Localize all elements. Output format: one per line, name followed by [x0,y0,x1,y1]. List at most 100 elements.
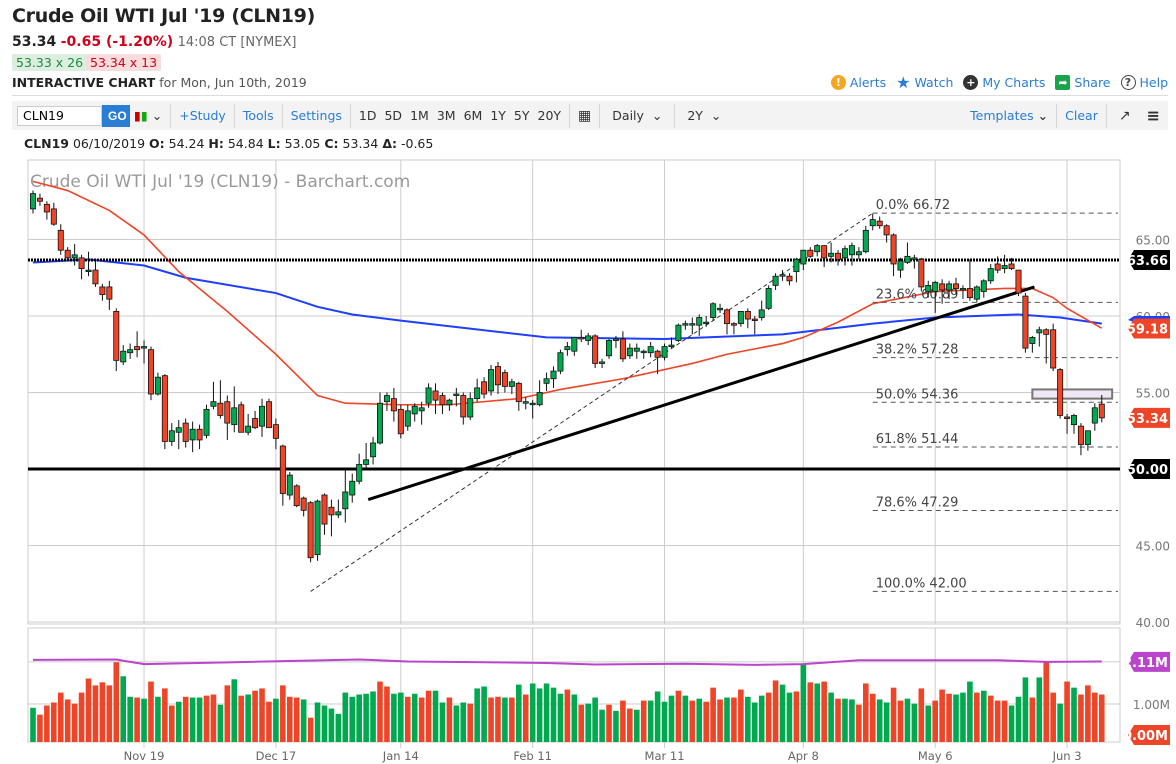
x-tick-label: Dec 17 [256,749,297,763]
separator [1056,103,1058,128]
volume-bar [1057,703,1063,742]
menu-icon[interactable]: ≡ [1146,106,1160,125]
alerts-label: Alerts [849,75,887,90]
volume-bar [876,699,883,742]
quote-time: 14:08 CT [NYMEX] [177,35,297,50]
candle [939,283,946,291]
help-link[interactable]: ? Help [1120,75,1168,90]
candle [841,248,848,259]
interval-dropdown[interactable]: Daily ⌄ [604,108,670,123]
candle [286,474,293,496]
volume-bar [141,698,147,742]
candle [279,445,286,494]
candle [265,401,272,429]
candle [1008,263,1015,269]
volume-tag-bg [1128,725,1170,745]
chart-toolbar: GO ▮▮ ⌄ +Study Tools Settings 1D 5D 1M 3… [12,101,1168,130]
period-3m[interactable]: 3M [436,108,456,123]
volume-bar [946,693,952,742]
high-label: H: [208,136,224,151]
volume-bar [786,692,793,742]
volume-bar [370,691,376,742]
candle [113,311,120,361]
fib-level-label: 0.0% 66.72 [876,198,950,213]
candle [36,197,43,202]
candle [1015,269,1022,294]
candle [425,387,432,404]
candle [182,422,189,442]
volume-bar [918,688,925,742]
x-tick-label: Mar 11 [645,749,685,763]
candle [689,323,696,326]
share-link[interactable]: ➦ Share [1055,75,1111,90]
period-5d[interactable]: 5D [384,108,403,123]
moving-average-fast [32,180,1103,406]
candle [57,229,64,251]
volume-bar [758,695,765,742]
alerts-link[interactable]: ! Alerts [830,75,887,90]
volume-bar [613,710,619,742]
chevron-down-icon: ⌄ [651,108,663,123]
volume-bar [321,705,328,742]
candle [911,257,918,260]
moving-average-slow [32,258,1102,340]
candle [668,344,675,347]
candle [536,392,543,406]
candle [994,263,1001,271]
templates-dropdown[interactable]: Templates ⌄ [966,108,1052,123]
volume-bar [175,701,182,742]
go-button[interactable]: GO [102,104,130,127]
chart-type-dropdown[interactable]: ▮▮ ⌄ [130,108,166,123]
interval-value: Daily [612,108,644,123]
candle [494,366,501,386]
add-study-button[interactable]: +Study [179,108,226,123]
volume-bar [987,695,994,742]
my-charts-link[interactable]: + My Charts [963,75,1045,90]
period-1m[interactable]: 1M [410,108,429,123]
candle [439,395,446,406]
volume-bar [425,690,432,742]
volume-bar [245,694,251,742]
candle [1071,415,1078,426]
volume-bar [509,697,515,742]
volume-bar [169,705,175,742]
candle [154,376,161,395]
candle [550,370,557,380]
volume-bar [1036,677,1043,742]
candle [356,464,363,482]
candle [467,398,474,418]
settings-button[interactable]: Settings [290,108,342,123]
candle [758,309,765,318]
tools-button[interactable]: Tools [242,108,274,123]
volume-bar [897,700,904,742]
candle [272,424,279,439]
candlestick-icon-green: ▮ [140,108,148,123]
volume-bar [335,713,342,742]
candle [710,303,717,318]
expand-arrow-icon[interactable]: ↗ [1118,107,1131,124]
candle [744,311,751,320]
fib-level-label: 50.0% 54.36 [876,387,959,402]
volume-bar [883,702,890,742]
candle [50,208,57,225]
volume-bar [821,681,827,742]
period-6m[interactable]: 6M [463,108,483,123]
chevron-down-icon: ⌄ [151,108,163,123]
candle [543,378,550,384]
clear-button[interactable]: Clear [1065,108,1098,123]
candle [106,286,113,300]
period-5y[interactable]: 5Y [513,108,530,123]
calendar-icon[interactable]: ▦ [578,107,592,124]
watch-link[interactable]: ★ Watch [896,73,953,92]
volume-bar [807,682,814,742]
period-1d[interactable]: 1D [358,108,377,123]
candle [238,404,245,433]
candle [508,381,515,387]
symbol-input[interactable] [17,105,102,126]
period-1y[interactable]: 1Y [490,108,506,123]
range-dropdown[interactable]: 2Y ⌄ [679,108,729,123]
period-20y[interactable]: 20Y [537,108,562,123]
volume-bar [384,686,390,742]
candle [259,405,266,427]
